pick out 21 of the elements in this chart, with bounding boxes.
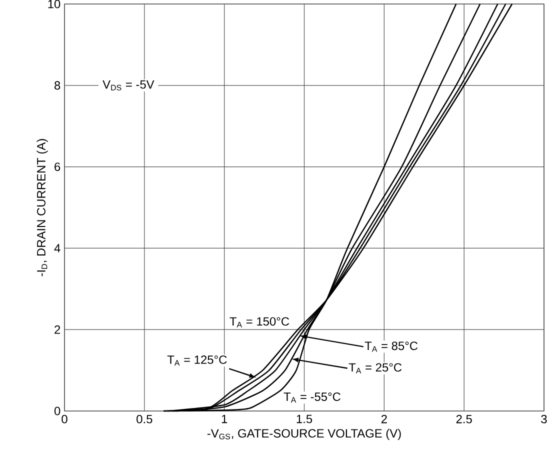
y-tick-label: 8 — [54, 81, 60, 90]
annotation: T$_{A}$ = 150°C — [230, 317, 290, 328]
x-tick-label: 2 — [381, 414, 387, 424]
annotation: T$_{A}$ = -55°C — [284, 392, 340, 403]
y-tick-label: 0 — [54, 406, 60, 416]
x-tick-label: 0 — [62, 414, 68, 424]
annotation: T$_{A}$ = 125°C — [167, 355, 227, 366]
annotation: V$_{DS}$ = -5V — [102, 80, 154, 90]
y-tick-label: 10 — [48, 0, 60, 8]
x-tick-label: 3 — [541, 414, 547, 424]
x-tick-label: 2.5 — [456, 414, 472, 424]
annotation: T$_{A}$ = 25°C — [348, 363, 402, 374]
y-tick-label: 6 — [54, 162, 60, 172]
annotation: T$_{A}$ = 85°C — [364, 342, 418, 352]
y-tick-label: 2 — [54, 325, 60, 334]
x-tick-label: 1 — [222, 414, 228, 424]
x-axis-title: -V$_{GS}$, GATE-SOURCE VOLTAGE (V) — [207, 428, 401, 440]
y-axis-title: -I$_{D}$, DRAIN CURRENT (A) — [36, 139, 48, 276]
y-tick-label: 4 — [54, 244, 60, 252]
x-tick-label: 1.5 — [296, 414, 312, 424]
x-tick-label: 0.5 — [136, 414, 152, 424]
